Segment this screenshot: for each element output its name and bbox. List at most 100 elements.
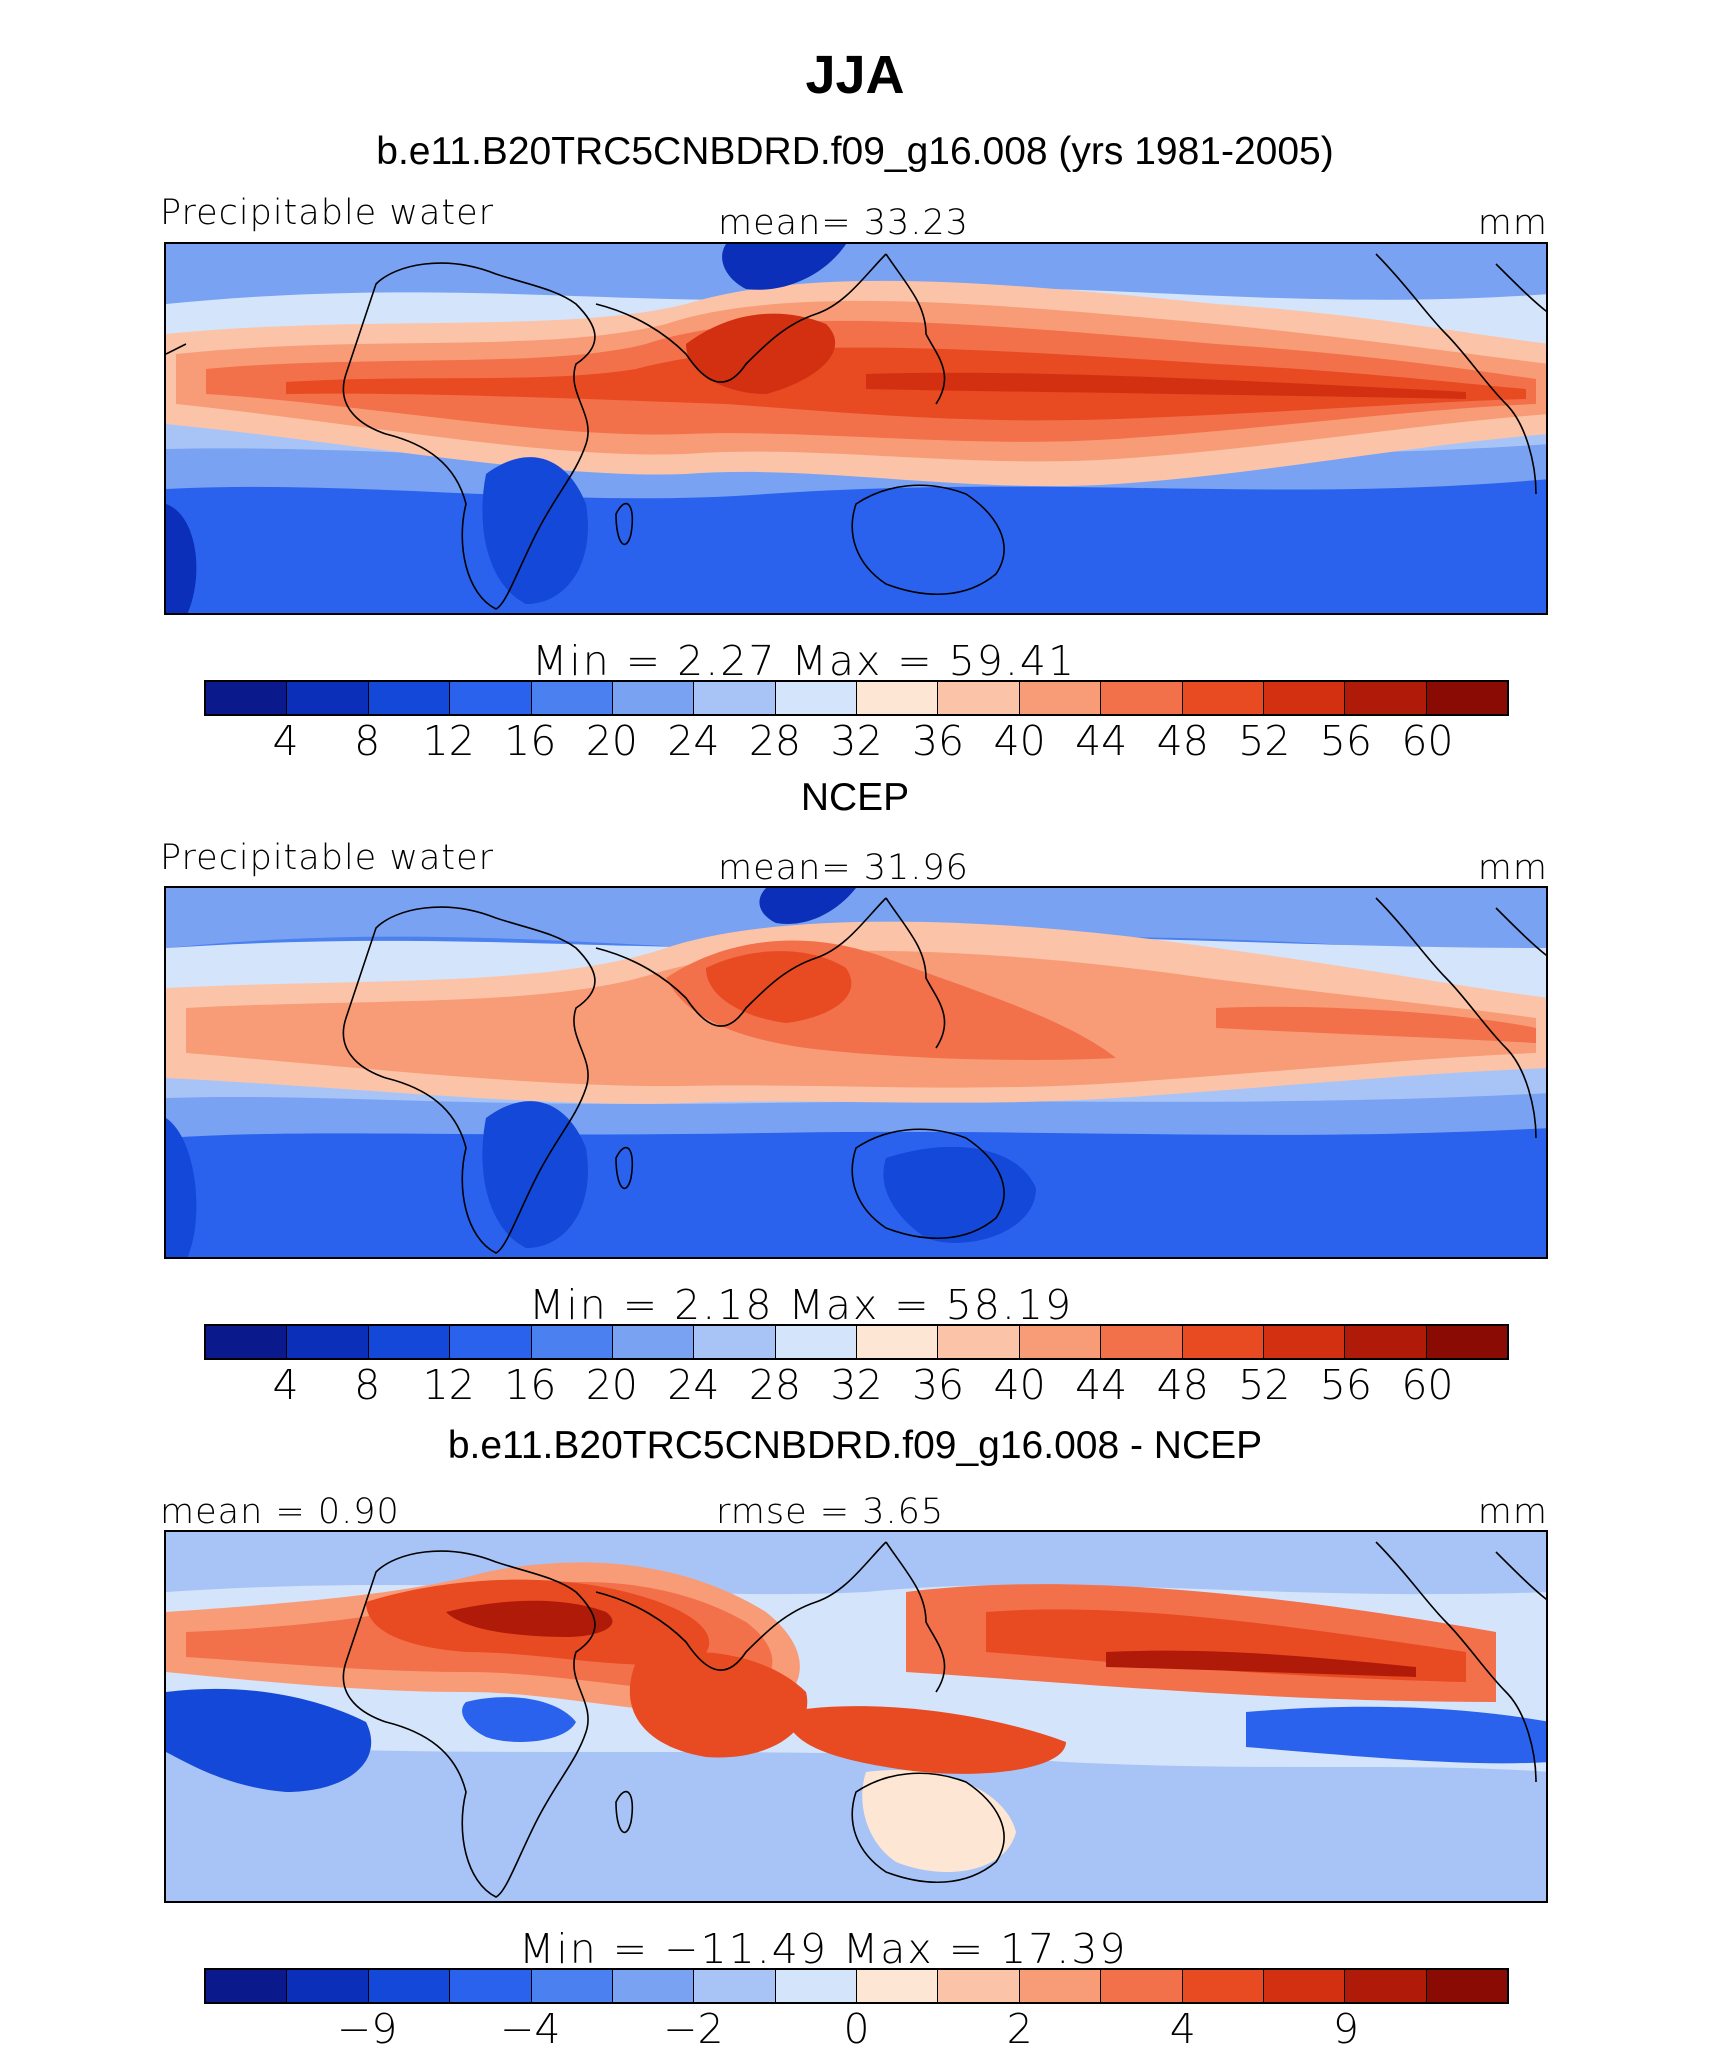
panel-3-units-label: mm xyxy=(1477,1492,1548,1532)
panel-1-map xyxy=(164,242,1548,615)
colorbar-tick-label: 32 xyxy=(830,717,883,765)
colorbar-swatch xyxy=(531,1970,613,2002)
colorbar-swatch xyxy=(287,1970,369,2002)
colorbar-swatch xyxy=(938,1326,1020,1358)
colorbar-tick-label: 44 xyxy=(1075,717,1128,765)
colorbar-tick-label: 8 xyxy=(354,717,381,765)
colorbar-swatch xyxy=(857,682,939,714)
colorbar-swatch xyxy=(612,1326,695,1358)
colorbar-tick-label: 40 xyxy=(993,1361,1046,1409)
panel-2-units-label: mm xyxy=(1477,848,1548,888)
colorbar-swatch xyxy=(450,1970,532,2002)
colorbar-swatch xyxy=(775,682,857,714)
panel-3-minmax: Min = −11.49 Max = 17.39 xyxy=(519,1925,1128,1973)
colorbar-swatch xyxy=(1345,682,1427,714)
colorbar-swatch xyxy=(938,682,1020,714)
colorbar-tick-label: −4 xyxy=(500,2005,561,2053)
colorbar-tick-label: 8 xyxy=(354,1361,381,1409)
colorbar-swatch xyxy=(1019,1970,1102,2002)
panel-2-minmax: Min = 2.18 Max = 58.19 xyxy=(529,1281,1074,1329)
colorbar-swatch xyxy=(612,1970,695,2002)
colorbar-tick-label: 20 xyxy=(585,1361,638,1409)
colorbar-swatch xyxy=(1101,1970,1183,2002)
colorbar-swatch xyxy=(368,682,451,714)
colorbar-swatch xyxy=(531,1326,613,1358)
colorbar-swatch xyxy=(206,682,288,714)
colorbar-tick-label: 16 xyxy=(504,1361,557,1409)
panel-2-map xyxy=(164,886,1548,1259)
colorbar-tick-label: 60 xyxy=(1401,717,1454,765)
colorbar-swatch xyxy=(1345,1326,1427,1358)
panel-2-colorbar-ticks: 4 8 12 16 20 24 28 32 36 40 44 48 52 56 60 xyxy=(204,1361,1509,1411)
colorbar-swatch xyxy=(1182,682,1264,714)
colorbar-swatch xyxy=(368,1970,451,2002)
panel-1-mean-label: mean= 33.23 xyxy=(718,203,969,243)
colorbar-swatch xyxy=(694,1970,776,2002)
colorbar-tick-label: −2 xyxy=(663,2005,724,2053)
panel-3-mean-label: mean = 0.90 xyxy=(160,1492,400,1532)
panel-3-rmse-label: rmse = 3.65 xyxy=(716,1492,945,1532)
colorbar-swatch xyxy=(857,1970,939,2002)
colorbar-tick-label: 28 xyxy=(748,1361,802,1409)
colorbar-tick-label: 52 xyxy=(1238,717,1291,765)
panel-1-colorbar-ticks: 4 8 12 16 20 24 28 32 36 40 44 48 52 56 60 xyxy=(204,717,1509,767)
colorbar-tick-label: 48 xyxy=(1156,1361,1209,1409)
panel-2-colorbar xyxy=(204,1324,1509,1360)
panel-3-subtitle: b.e11.B20TRC5CNBDRD.f09_g16.008 - NCEP xyxy=(447,1424,1263,1467)
colorbar-swatch xyxy=(1426,682,1507,714)
colorbar-swatch xyxy=(1263,1970,1346,2002)
colorbar-swatch xyxy=(694,1326,776,1358)
colorbar-swatch xyxy=(531,682,613,714)
colorbar-swatch xyxy=(287,1326,369,1358)
panel-1-colorbar xyxy=(204,680,1509,716)
colorbar-tick-label: 44 xyxy=(1075,1361,1128,1409)
colorbar-swatch xyxy=(206,1970,288,2002)
colorbar-tick-label: 28 xyxy=(748,717,802,765)
panel-2-variable-label: Precipitable water xyxy=(160,838,495,878)
colorbar-tick-label: 60 xyxy=(1401,1361,1454,1409)
colorbar-swatch xyxy=(1101,1326,1183,1358)
colorbar-tick-label: 0 xyxy=(843,2005,870,2053)
colorbar-tick-label: 56 xyxy=(1319,1361,1372,1409)
colorbar-swatch xyxy=(287,682,369,714)
panel-3-colorbar xyxy=(204,1968,1509,2004)
colorbar-tick-label: 12 xyxy=(422,717,475,765)
colorbar-tick-label: 4 xyxy=(272,1361,299,1409)
panel-2-subtitle: NCEP xyxy=(800,776,910,819)
colorbar-swatch xyxy=(938,1970,1020,2002)
colorbar-tick-label: 4 xyxy=(272,717,299,765)
colorbar-tick-label: 2 xyxy=(1006,2005,1033,2053)
colorbar-tick-label: 24 xyxy=(667,1361,720,1409)
panel-1-minmax: Min = 2.27 Max = 59.41 xyxy=(532,637,1077,685)
colorbar-tick-label: 16 xyxy=(504,717,557,765)
colorbar-swatch xyxy=(450,1326,532,1358)
colorbar-tick-label: 48 xyxy=(1156,717,1209,765)
colorbar-swatch xyxy=(1426,1970,1507,2002)
colorbar-tick-label: 32 xyxy=(830,1361,883,1409)
colorbar-tick-label: 56 xyxy=(1319,717,1372,765)
colorbar-swatch xyxy=(694,682,776,714)
colorbar-swatch xyxy=(857,1326,939,1358)
colorbar-swatch xyxy=(1182,1970,1264,2002)
colorbar-swatch xyxy=(1101,682,1183,714)
colorbar-swatch xyxy=(1019,682,1102,714)
colorbar-tick-label: 20 xyxy=(585,717,638,765)
colorbar-swatch xyxy=(368,1326,451,1358)
colorbar-tick-label: 36 xyxy=(911,1361,965,1409)
colorbar-tick-label: 12 xyxy=(422,1361,475,1409)
panel-1-units-label: mm xyxy=(1477,203,1548,243)
colorbar-tick-label: −9 xyxy=(336,2005,398,2053)
colorbar-swatch xyxy=(1019,1326,1102,1358)
colorbar-tick-label: 9 xyxy=(1332,2005,1359,2053)
figure-title: JJA xyxy=(805,45,905,105)
colorbar-swatch xyxy=(1263,682,1346,714)
panel-1-subtitle: b.e11.B20TRC5CNBDRD.f09_g16.008 (yrs 198… xyxy=(376,130,1334,173)
colorbar-swatch xyxy=(775,1970,857,2002)
colorbar-swatch xyxy=(775,1326,857,1358)
colorbar-tick-label: 4 xyxy=(1169,2005,1196,2053)
panel-3-colorbar-ticks: −9 −4 −2 0 2 4 9 xyxy=(204,2005,1509,2055)
colorbar-swatch xyxy=(612,682,695,714)
colorbar-tick-label: 40 xyxy=(993,717,1046,765)
colorbar-swatch xyxy=(1345,1970,1427,2002)
colorbar-swatch xyxy=(206,1326,288,1358)
